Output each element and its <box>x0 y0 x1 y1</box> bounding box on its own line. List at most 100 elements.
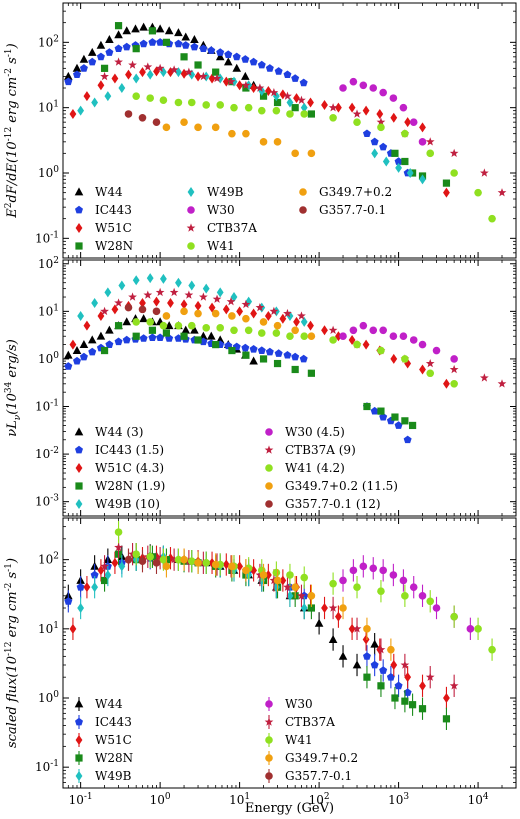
data-point <box>187 321 196 330</box>
data-point <box>91 582 99 593</box>
data-point <box>300 332 309 341</box>
legend-marker <box>264 717 274 726</box>
legend-label: W44 (3) <box>95 425 143 439</box>
data-point <box>409 118 418 126</box>
legend-label: W28N (1.9) <box>95 479 165 493</box>
data-point <box>339 576 347 585</box>
data-point <box>184 290 194 299</box>
data-point <box>69 339 77 350</box>
data-point <box>353 583 361 591</box>
legend-marker <box>75 482 83 490</box>
data-point <box>194 309 202 318</box>
x-tick-label: 102 <box>309 792 330 807</box>
data-point <box>162 312 171 320</box>
data-point <box>228 312 236 320</box>
data-point <box>194 71 202 82</box>
data-point <box>90 570 99 579</box>
legend-item: W30 <box>265 697 313 711</box>
data-point <box>291 104 299 112</box>
data-point <box>404 117 412 128</box>
data-point <box>153 66 160 77</box>
data-point <box>273 576 282 585</box>
data-point <box>122 42 131 51</box>
data-point <box>362 339 370 350</box>
data-point <box>228 562 236 571</box>
series-g349-7-0-2 <box>162 118 316 158</box>
data-point <box>338 651 348 660</box>
data-point <box>73 356 81 365</box>
data-point <box>299 354 308 363</box>
data-point <box>382 156 390 167</box>
data-point <box>321 99 328 110</box>
data-point <box>259 138 268 146</box>
legend-item: W41 (4.2) <box>265 461 345 475</box>
data-point <box>426 597 435 606</box>
data-point <box>114 44 123 53</box>
data-point <box>349 77 358 86</box>
legend-item: G349.7+0.2 <box>265 751 358 765</box>
legend-label: G357.7-0.1 (12) <box>285 497 381 511</box>
panels-layer: 10-1 100 101 102 E2dF/dE(10-12 erg cm-2 s-1)… <box>4 2 517 816</box>
data-point <box>443 378 450 389</box>
data-points <box>64 273 507 444</box>
data-point <box>379 326 387 335</box>
data-point <box>180 307 188 316</box>
data-point <box>497 188 507 197</box>
data-point <box>118 561 126 572</box>
series-w30 <box>339 555 475 640</box>
x-tick-label: 103 <box>388 792 409 807</box>
legend-item: W30 (4.5) <box>265 425 345 439</box>
data-point <box>212 294 222 303</box>
series-w41 <box>132 92 496 223</box>
data-point <box>132 275 140 286</box>
legend-label: IC443 <box>95 715 132 729</box>
y-tick-label: 100 <box>38 690 59 705</box>
series-w51c <box>69 296 450 389</box>
data-point <box>249 57 258 66</box>
data-point <box>401 355 409 363</box>
data-point <box>216 101 225 109</box>
series-w30 <box>339 77 427 146</box>
data-point <box>105 340 114 349</box>
data-point <box>273 98 282 107</box>
data-point <box>297 95 306 104</box>
data-point <box>244 103 253 112</box>
series-g357-7-0-1 <box>124 110 161 126</box>
data-point <box>132 92 140 100</box>
data-point <box>390 353 398 364</box>
data-point <box>125 69 132 80</box>
data-point <box>216 324 225 332</box>
legend-marker <box>74 187 84 196</box>
data-point <box>386 672 395 681</box>
legend-item: W49B (10) <box>75 497 160 511</box>
data-point <box>232 63 242 72</box>
data-point <box>409 336 418 344</box>
data-point <box>114 542 123 552</box>
legend-marker <box>265 464 273 472</box>
legend-marker <box>75 771 83 781</box>
data-point <box>216 287 224 298</box>
legend-marker <box>264 445 274 454</box>
data-point <box>390 659 398 670</box>
data-point <box>104 91 112 102</box>
data-point <box>245 296 253 307</box>
data-point <box>291 365 299 374</box>
data-point <box>349 326 358 335</box>
data-point <box>88 347 97 356</box>
data-point <box>370 137 379 146</box>
data-point <box>114 337 123 346</box>
data-point <box>352 109 362 118</box>
data-point <box>77 105 85 116</box>
legend-label: G357.7-0.1 <box>285 769 352 783</box>
data-point <box>329 336 337 344</box>
y-tick-label: 10-2 <box>35 446 59 461</box>
data-point <box>443 187 450 198</box>
data-points <box>64 22 507 223</box>
data-point <box>97 565 105 576</box>
x-axis-title: Energy (GeV) <box>245 801 334 816</box>
legend-marker <box>187 187 195 197</box>
data-point <box>359 321 368 330</box>
data-point <box>419 364 426 375</box>
data-point <box>211 123 220 132</box>
